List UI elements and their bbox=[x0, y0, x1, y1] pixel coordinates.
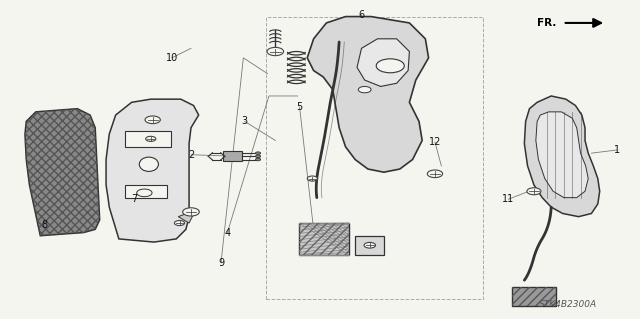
Text: 3: 3 bbox=[241, 116, 248, 126]
Text: 9: 9 bbox=[218, 258, 224, 268]
Text: 7: 7 bbox=[132, 194, 138, 204]
Circle shape bbox=[255, 158, 260, 161]
Circle shape bbox=[307, 176, 317, 181]
Circle shape bbox=[255, 152, 260, 154]
Polygon shape bbox=[178, 210, 195, 223]
Polygon shape bbox=[25, 109, 100, 236]
Text: FR.: FR. bbox=[537, 18, 556, 28]
Text: 4: 4 bbox=[225, 227, 230, 238]
Bar bbox=[266, 17, 483, 299]
Circle shape bbox=[376, 59, 404, 73]
Circle shape bbox=[174, 220, 184, 226]
Text: 2: 2 bbox=[188, 150, 194, 160]
Bar bbox=[223, 151, 242, 161]
Circle shape bbox=[267, 48, 284, 56]
Circle shape bbox=[428, 170, 443, 178]
Polygon shape bbox=[307, 17, 429, 172]
Circle shape bbox=[527, 188, 541, 195]
Circle shape bbox=[255, 155, 260, 158]
Text: 11: 11 bbox=[502, 194, 515, 204]
Polygon shape bbox=[536, 112, 588, 197]
Circle shape bbox=[137, 189, 152, 197]
Circle shape bbox=[145, 116, 161, 123]
Text: 8: 8 bbox=[41, 219, 47, 230]
Circle shape bbox=[146, 136, 156, 141]
Text: 10: 10 bbox=[166, 53, 178, 63]
Text: 5: 5 bbox=[296, 102, 303, 112]
Polygon shape bbox=[299, 223, 349, 255]
Polygon shape bbox=[524, 96, 600, 217]
Circle shape bbox=[182, 208, 199, 216]
Text: 12: 12 bbox=[429, 137, 441, 147]
Bar bbox=[125, 131, 172, 147]
Text: 1: 1 bbox=[614, 145, 620, 155]
Polygon shape bbox=[355, 236, 384, 255]
Bar bbox=[125, 185, 167, 197]
Polygon shape bbox=[511, 286, 556, 306]
Polygon shape bbox=[357, 39, 410, 86]
Text: 6: 6 bbox=[358, 10, 365, 20]
Circle shape bbox=[358, 86, 371, 93]
Polygon shape bbox=[106, 99, 198, 242]
Ellipse shape bbox=[140, 157, 159, 171]
Text: STK4B2300A: STK4B2300A bbox=[539, 300, 597, 308]
Circle shape bbox=[364, 242, 376, 248]
